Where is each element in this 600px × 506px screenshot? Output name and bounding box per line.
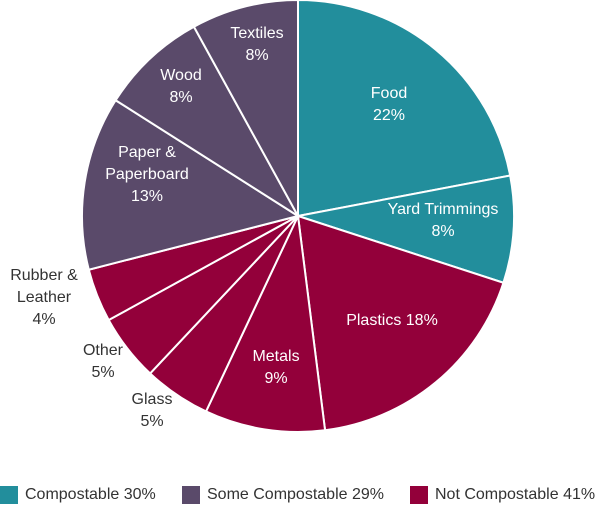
legend-item-some-compostable: Some Compostable 29% <box>182 486 384 504</box>
legend-label-some-compostable: Some Compostable 29% <box>207 486 384 503</box>
slice-label-textiles: Textiles 8% <box>230 25 283 64</box>
legend-item-not-compostable: Not Compostable 41% <box>410 486 595 504</box>
pie-slice-wood <box>114 25 299 217</box>
slice-label-other: Other 5% <box>83 342 124 381</box>
slice-label-metals: Metals 9% <box>252 348 299 387</box>
slice-label-rubber-leather: Rubber & Leather 4% <box>10 267 78 328</box>
legend-swatch-some-compostable <box>182 486 200 504</box>
legend-label-not-compostable: Not Compostable 41% <box>435 486 596 503</box>
slice-label-yard-trimmings: Yard Trimmings 8% <box>388 201 499 240</box>
pie-slice-yard-trimmings <box>297 174 515 285</box>
pie-chart: Food 22% Yard Trimmings 8% Plastics 18% Metal… <box>10 0 515 433</box>
slice-label-paper-paperboard: Paper & Paperboard 13% <box>105 144 189 205</box>
pie-slice-metals <box>204 212 327 433</box>
legend-item-compostable: Compostable 30% <box>0 486 156 504</box>
slice-label-wood: Wood 8% <box>160 67 202 106</box>
legend-swatch-compostable <box>0 486 18 504</box>
slice-label-glass: Glass 5% <box>132 391 173 430</box>
legend: Compostable 30% Some Compostable 29% Not… <box>0 486 600 506</box>
pie-slice-food <box>297 0 512 218</box>
pie-slices <box>81 0 515 433</box>
pie-slice-textiles <box>192 0 299 217</box>
pie-labels: Food 22% Yard Trimmings 8% Plastics 18% Metal… <box>10 25 498 430</box>
legend-swatch-not-compostable <box>410 486 428 504</box>
pie-slice-paper-paperboard <box>81 98 301 271</box>
slice-label-food: Food 22% <box>371 85 407 124</box>
pie-slice-plastics <box>296 214 505 432</box>
slice-label-plastics: Plastics 18% <box>346 312 438 329</box>
legend-label-compostable: Compostable 30% <box>25 486 156 503</box>
